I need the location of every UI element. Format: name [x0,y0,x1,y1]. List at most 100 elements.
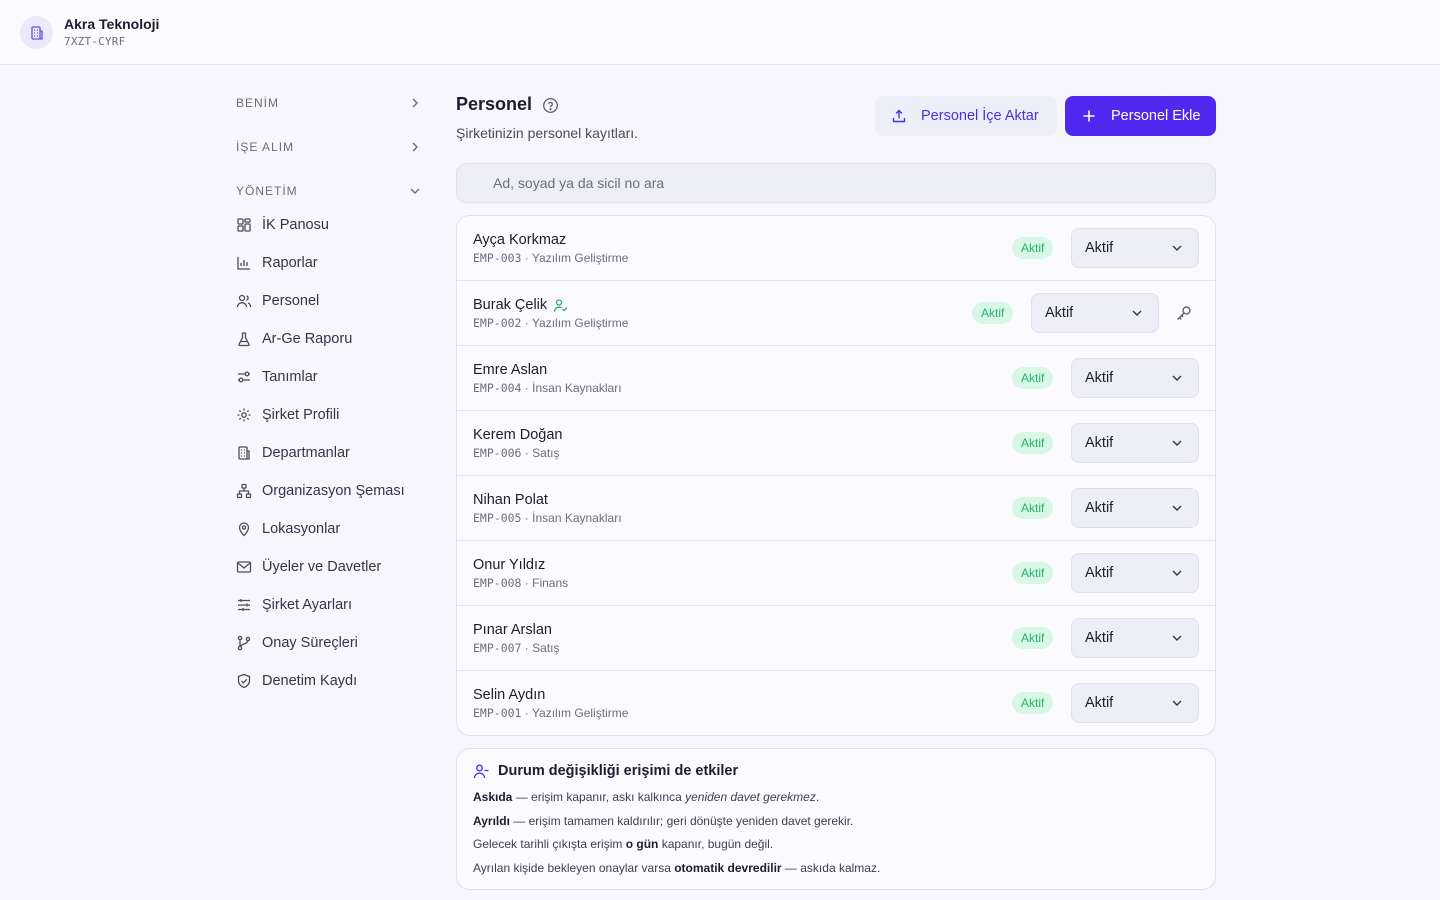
section-label: İŞE ALIM [236,140,295,154]
table-row: Burak Çelik EMP-002 · Yazılım Geliştirme A… [457,281,1215,346]
help-circle-icon[interactable] [542,97,559,114]
table-row: Selin Aydın EMP-001 · Yazılım Geliştirme A… [457,671,1215,735]
employee-name[interactable]: Burak Çelik [473,297,568,313]
chevron-down-icon [1172,245,1182,251]
status-select[interactable]: Aktif [1071,488,1199,528]
table-row: Kerem Doğan EMP-006 · Satış Aktif Aktif [457,411,1215,476]
sidebar-item-ar-ge-raporu[interactable]: Ar-Ge Raporu [236,327,352,351]
sidebar-item-label: Departmanlar [262,445,350,461]
employee-name[interactable]: Selin Aydın [473,687,545,703]
sidebar-item-label: Personel [262,293,320,309]
status-select[interactable]: Aktif [1071,618,1199,658]
sidebar-item-personel[interactable]: Personel [236,289,319,313]
sidebar-section-yonetim[interactable]: YÖNETİM [236,179,422,203]
status-badge: Aktif [1012,367,1054,389]
employee-code: EMP-003 [473,251,522,265]
employee-department: İnsan Kaynakları [532,381,622,395]
info-strong: Askıda [473,790,513,804]
sidebar-item-label: Üyeler ve Davetler [262,559,382,575]
chevron-down-icon [1172,700,1182,706]
employee-code: EMP-002 [473,316,522,330]
employee-name[interactable]: Emre Aslan [473,362,547,378]
employee-meta: EMP-008 · Finans [473,576,568,590]
sidebar-item-sirket-profili[interactable]: Şirket Profili [236,403,339,427]
status-select[interactable]: Aktif [1071,423,1199,463]
employee-name[interactable]: Kerem Doğan [473,427,562,443]
add-personnel-button[interactable]: Personel Ekle [1065,96,1216,136]
sidebar-item-uyeler-ve-davetler[interactable]: Üyeler ve Davetler [236,555,381,579]
status-badge: Aktif [1012,237,1054,259]
employee-name-text: Ayça Korkmaz [473,232,567,248]
status-select[interactable]: Aktif [1071,553,1199,593]
section-label: BENİM [236,96,280,110]
status-select[interactable]: Aktif [1031,293,1159,333]
chevron-down-icon [1132,310,1142,316]
sidebar-item-tanimlar[interactable]: Tanımlar [236,365,318,389]
status-select[interactable]: Aktif [1071,683,1199,723]
employee-department: Yazılım Geliştirme [531,316,629,330]
sidebar-item-organizasyon-semasi[interactable]: Organizasyon Şeması [236,479,405,503]
mail-icon [236,561,252,573]
chevron-down-icon [1172,505,1182,511]
sidebar-section-ise-alim[interactable]: İŞE ALIM [236,135,422,159]
employee-meta: EMP-004 · İnsan Kaynakları [473,381,622,395]
info-panel: Durum değişikliği erişimi de etkiler Ask… [456,748,1216,890]
status-select-value: Aktif [1085,370,1114,386]
sidebar-item-onay-surecleri[interactable]: Onay Süreçleri [236,631,358,655]
status-select[interactable]: Aktif [1071,358,1199,398]
building-icon [30,25,43,40]
employee-name-text: Burak Çelik [473,297,548,313]
sidebar-item-label: Şirket Profili [262,407,340,423]
info-strong: o gün [625,837,659,851]
import-personnel-button[interactable]: Personel İçe Aktar [875,96,1057,136]
employee-department: Yazılım Geliştirme [531,706,629,720]
sidebar-item-label: Lokasyonlar [262,521,341,537]
sidebar-item-label: Tanımlar [262,369,318,385]
company-code: 7XZT-CYRF [64,35,126,48]
key-icon[interactable] [1175,304,1193,322]
bar-chart-icon [237,257,250,270]
info-text: Ayrılan kişide bekleyen onaylar varsa [473,861,675,875]
info-strong: otomatik devredilir [674,861,782,875]
users-icon [236,294,252,308]
employee-name[interactable]: Onur Yıldız [473,557,545,573]
status-select[interactable]: Aktif [1071,228,1199,268]
info-line-future-exit: Gelecek tarihli çıkışta erişim o gün kap… [473,837,773,851]
section-label: YÖNETİM [236,184,298,198]
status-select-value: Aktif [1085,630,1114,646]
status-select-value: Aktif [1085,240,1114,256]
employee-name[interactable]: Nihan Polat [473,492,548,508]
employee-department: Finans [532,576,569,590]
employee-department: Satış [532,641,560,655]
company-logo[interactable] [20,16,53,49]
chevron-down-icon [1172,635,1182,641]
employee-meta: EMP-007 · Satış [473,641,560,655]
import-button-label: Personel İçe Aktar [921,108,1039,124]
sidebar-item-denetim-kaydi[interactable]: Denetim Kaydı [236,669,357,693]
sidebar-item-ik-panosu[interactable]: İK Panosu [236,213,329,237]
employee-name-text: Onur Yıldız [473,557,546,573]
dashboard-icon [237,218,251,232]
sidebar-item-sirket-ayarlari[interactable]: Şirket Ayarları [236,593,352,617]
sidebar-item-lokasyonlar[interactable]: Lokasyonlar [236,517,340,541]
table-row: Onur Yıldız EMP-008 · Finans Aktif Aktif [457,541,1215,606]
sidebar-section-benim[interactable]: BENİM [236,91,422,115]
sidebar-item-raporlar[interactable]: Raporlar [236,251,318,275]
meta-separator: · [521,381,533,395]
search-input[interactable] [456,163,1216,203]
employee-code: EMP-007 [473,641,522,655]
chevron-down-icon [410,188,420,194]
employee-name[interactable]: Ayça Korkmaz [473,232,566,248]
sidebar-item-departmanlar[interactable]: Departmanlar [236,441,350,465]
employee-code: EMP-004 [473,381,522,395]
add-button-label: Personel Ekle [1111,108,1201,124]
employee-name-text: Kerem Doğan [473,427,563,443]
info-strong: Ayrıldı [473,814,510,828]
employee-meta: EMP-001 · Yazılım Geliştirme [473,706,628,720]
flask-icon [238,332,250,347]
git-branch-icon [237,635,251,651]
employee-name[interactable]: Pınar Arslan [473,622,552,638]
company-name[interactable]: Akra Teknoloji [64,16,160,32]
sidebar-item-label: Denetim Kaydı [262,673,358,689]
table-row: Pınar Arslan EMP-007 · Satış Aktif Aktif [457,606,1215,671]
